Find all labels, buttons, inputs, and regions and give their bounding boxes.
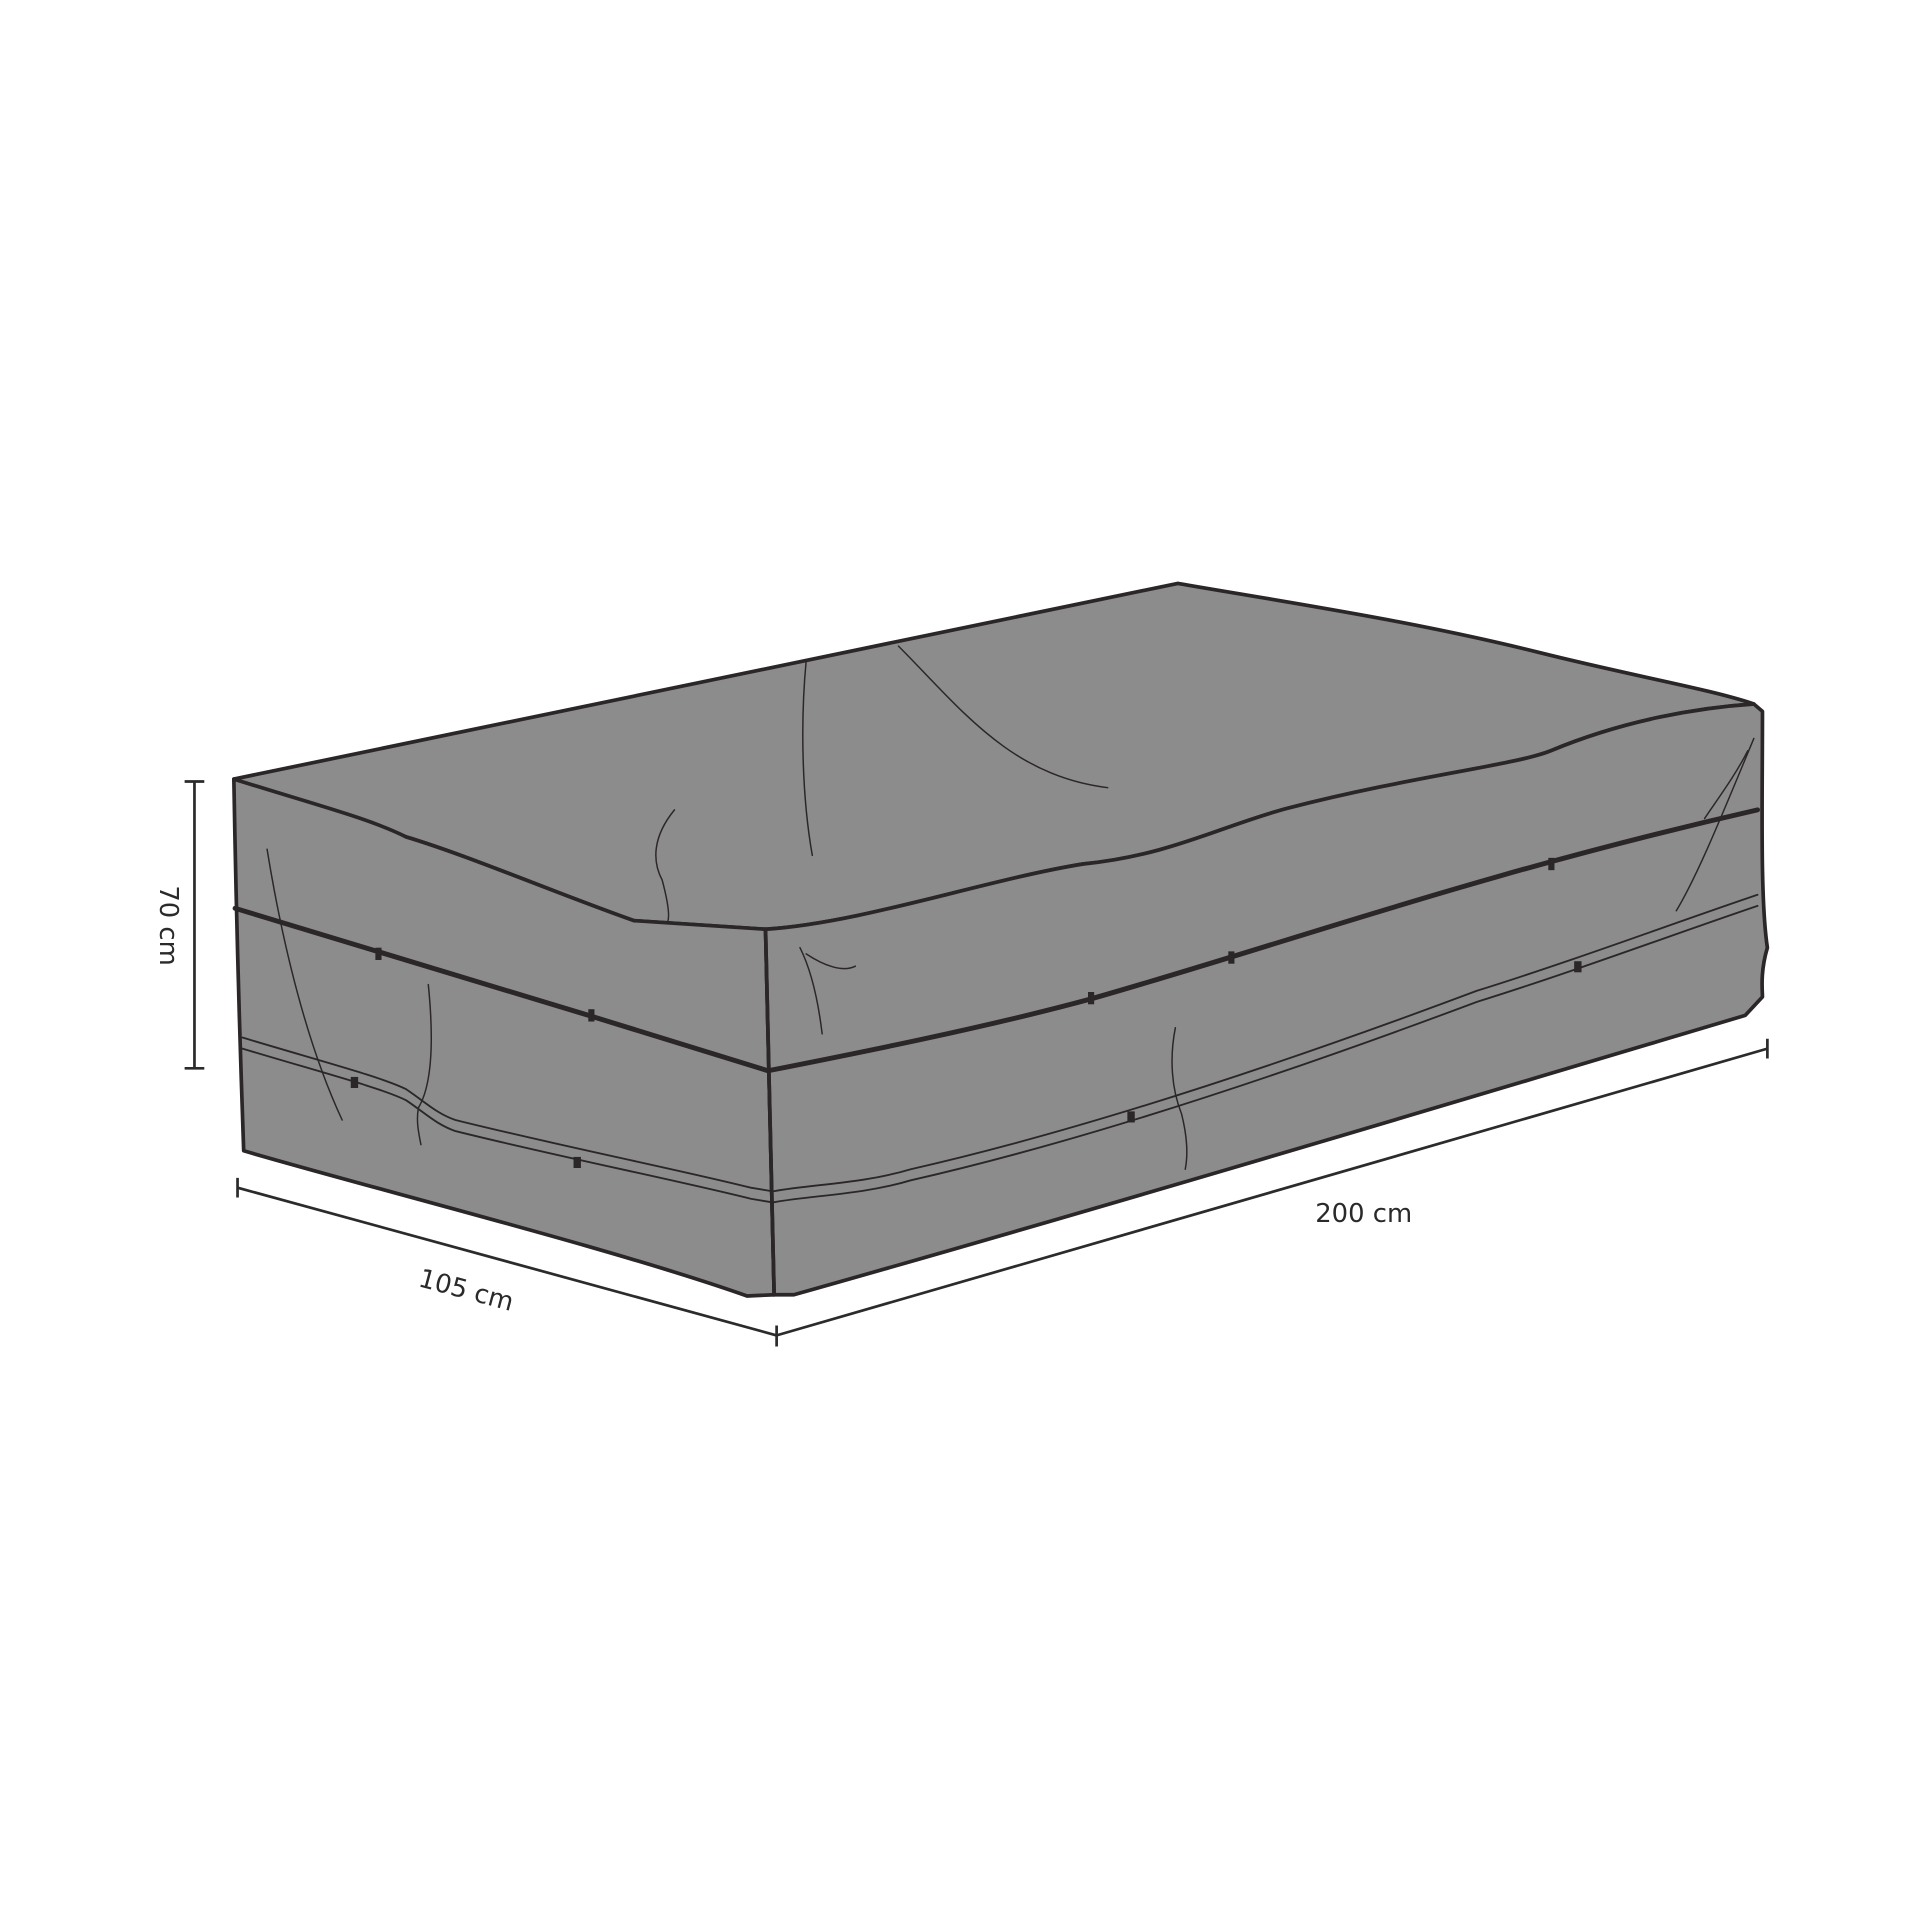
cover-front-face: [763, 702, 1770, 1297]
cover-hem: [241, 893, 1759, 1193]
cover-clips: [350, 857, 1582, 1168]
depth-label: 105 cm: [415, 1264, 516, 1318]
height-dimension-line: [184, 780, 205, 1070]
cover-left-face: [232, 777, 776, 1298]
cover-corner-edge: [763, 927, 776, 1297]
depth-dimension-line: [236, 1177, 778, 1347]
cover-belt: [232, 807, 1761, 1074]
width-label: 200 cm: [1315, 1199, 1412, 1229]
cover-wrinkles: [266, 645, 1755, 1170]
width-dimension-line: [776, 1038, 1769, 1337]
cover-hem-2: [241, 904, 1759, 1204]
height-label: 70 cm: [153, 885, 183, 965]
cover-body: [232, 581, 1770, 1298]
dimension-lines: [184, 780, 1769, 1347]
